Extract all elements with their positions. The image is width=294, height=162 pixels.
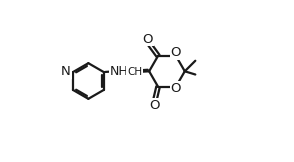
Text: N: N <box>61 65 71 78</box>
Text: CH: CH <box>127 67 142 77</box>
Text: O: O <box>149 98 159 111</box>
Text: O: O <box>171 46 181 59</box>
Text: NH: NH <box>110 65 128 78</box>
Text: O: O <box>143 33 153 46</box>
Text: O: O <box>171 82 181 95</box>
